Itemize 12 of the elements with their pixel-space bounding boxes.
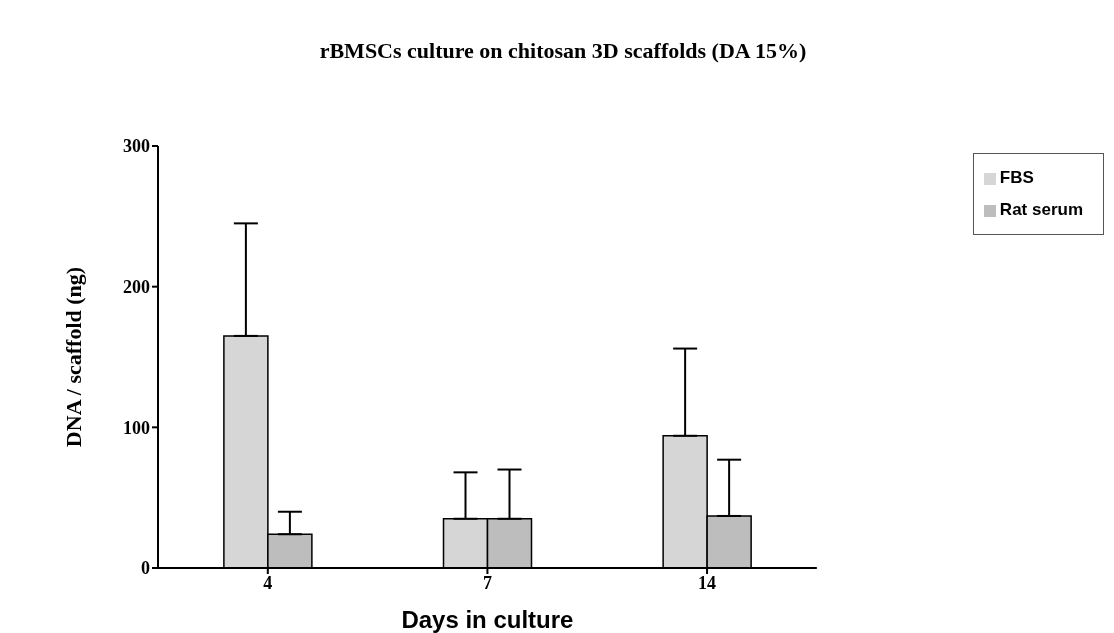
y-axis-title: DNA / scaffold (ng)	[60, 266, 86, 448]
x-axis-title: Days in culture	[401, 606, 574, 633]
chart-title: rBMSCs culture on chitosan 3D scaffolds (DA 15%)	[318, 38, 808, 64]
y-tick-label: 100	[123, 417, 150, 438]
y-tick-label: 300	[123, 136, 150, 157]
x-tick-label: 14	[698, 572, 717, 593]
y-tick-label: 0	[141, 558, 150, 579]
legend-label: Rat serum	[999, 200, 1083, 219]
x-tick-label: 7	[482, 572, 492, 593]
x-tick-label: 4	[263, 572, 273, 593]
y-tick-label: 200	[123, 277, 150, 298]
legend-label: FBS	[999, 168, 1034, 187]
